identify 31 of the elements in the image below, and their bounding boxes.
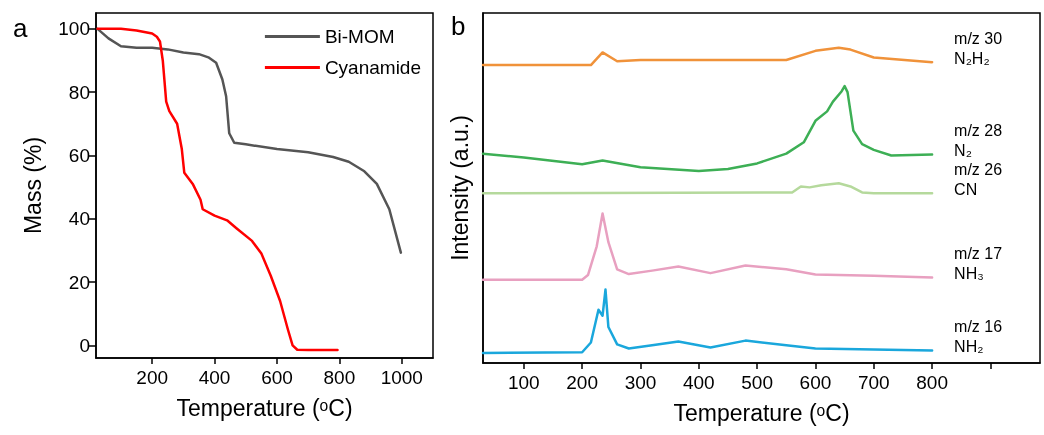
x-tick-label: 400 bbox=[682, 372, 715, 393]
x-tick-label: 100 bbox=[507, 372, 540, 393]
chart-title: b bbox=[451, 11, 466, 41]
chart-title: a bbox=[13, 13, 28, 43]
y-tick-label: 40 bbox=[68, 208, 90, 230]
x-tick-label: 600 bbox=[261, 367, 293, 388]
y-tick-label: 100 bbox=[58, 18, 90, 40]
y-axis-title: Mass (%) bbox=[19, 136, 46, 235]
series-label: m/z 26 CN bbox=[954, 160, 1003, 198]
y-tick-label: 60 bbox=[68, 144, 90, 166]
y-axis-title: Intensity (a.u.) bbox=[446, 115, 473, 261]
y-tick-label: 20 bbox=[68, 271, 90, 293]
x-tick-label: 1000 bbox=[380, 367, 423, 388]
x-tick-label: 800 bbox=[323, 367, 356, 388]
y-tick-label: 0 bbox=[79, 334, 90, 356]
x-tick-label: 600 bbox=[799, 372, 832, 393]
x-tick-label: 700 bbox=[857, 372, 890, 393]
legend-label: Cyanamide bbox=[324, 57, 422, 78]
x-tick-label: 800 bbox=[916, 372, 948, 393]
y-tick-label: 80 bbox=[68, 81, 90, 103]
x-tick-label: 200 bbox=[136, 367, 169, 388]
legend-label: Bi-MOM bbox=[324, 26, 395, 47]
series-label: m/z 16 NH₂ bbox=[954, 317, 1003, 355]
x-tick-label: 400 bbox=[198, 367, 231, 388]
x-axis-title: Temperature (ᵒC) bbox=[673, 399, 850, 426]
series-label: m/z 17 NH₃ bbox=[954, 245, 1003, 283]
x-tick-label: 500 bbox=[741, 372, 773, 393]
x-tick-label: 200 bbox=[566, 372, 598, 393]
x-tick-label: 300 bbox=[624, 372, 657, 393]
series-label: m/z 30 N₂H₂ bbox=[954, 29, 1003, 67]
x-axis-title: Temperature (ᵒC) bbox=[176, 394, 353, 421]
